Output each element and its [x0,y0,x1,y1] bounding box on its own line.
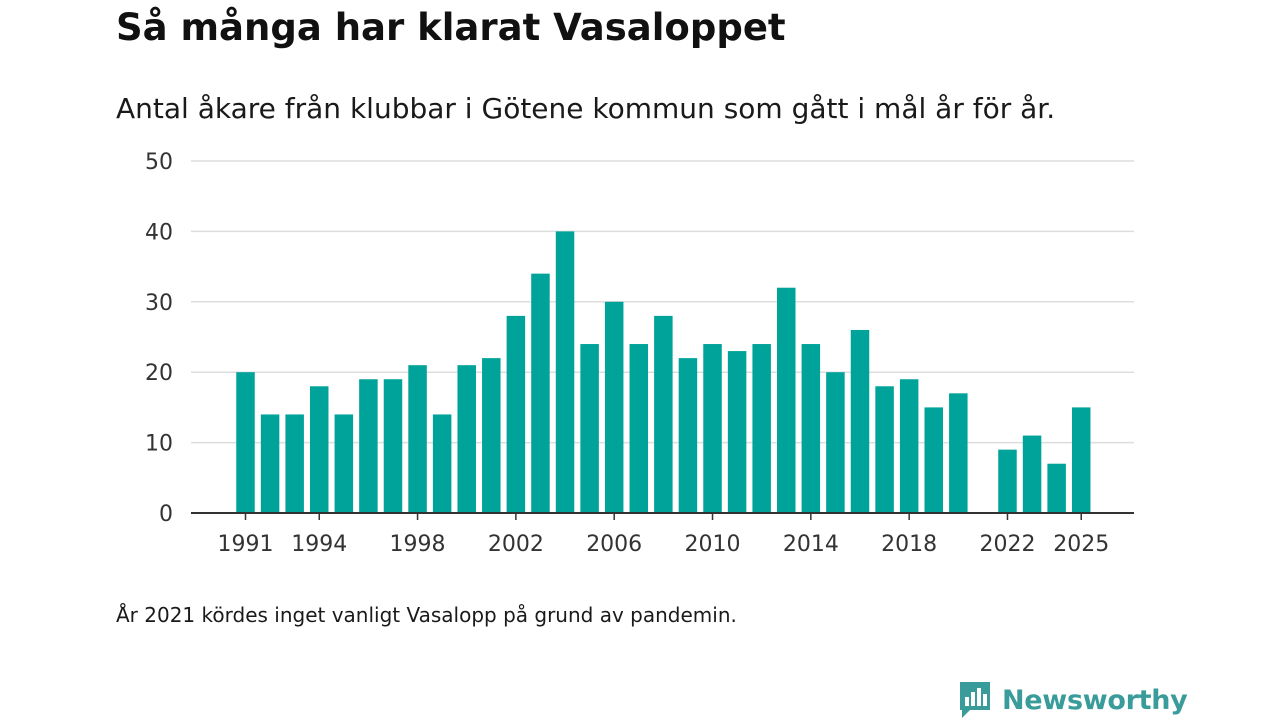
bar-1993 [285,414,304,513]
bar-1991 [236,372,255,513]
x-tick-label-1998: 1998 [390,532,446,557]
bar-1992 [260,414,280,513]
bar-chart: 0 10 20 30 40 50 1991 1994 1998 2002 2006 2010 2014 2… [145,150,1134,557]
bar-2023 [1022,435,1042,513]
bar-1994 [309,386,329,513]
x-tick-label-2025: 2025 [1053,532,1109,557]
bar-1995 [334,414,354,513]
bar-2022 [998,449,1017,513]
chart-footnote: År 2021 kördes inget vanligt Vasalopp på… [116,603,737,627]
bar-2015 [826,372,845,513]
bar-2007 [629,344,649,513]
x-tick-label-2006: 2006 [586,532,642,557]
bar-2004 [555,231,575,513]
x-tick-label-1991: 1991 [218,532,274,557]
bar-2006 [604,301,624,513]
bar-1997 [383,379,403,513]
bar-2017 [875,386,894,513]
chart-title: Så många har klarat Vasaloppet [116,6,786,49]
bar-2011 [727,351,747,513]
bar-2025 [1071,407,1091,513]
bar-1999 [432,414,452,513]
y-tick-label-10: 10 [145,432,173,457]
bar-2012 [752,344,771,513]
bar-2014 [801,344,821,513]
bar-2001 [482,358,501,513]
x-tick-label-2018: 2018 [881,532,937,557]
chart-subtitle: Antal åkare från klubbar i Götene kommun… [116,92,1056,125]
x-tick-label-2022: 2022 [979,532,1035,557]
bar-2013 [777,287,796,513]
bar-2024 [1047,463,1066,513]
bar-2008 [654,315,673,513]
bar-2020 [949,393,968,513]
bar-2010 [703,344,722,513]
x-tick-label-1994: 1994 [291,532,347,557]
y-tick-label-50: 50 [145,150,173,175]
bar-2005 [580,344,599,513]
bar-2000 [457,365,476,513]
x-tick-label-2010: 2010 [685,532,741,557]
y-tick-label-40: 40 [145,220,173,245]
brand-logo: Newsworthy [958,680,1188,720]
brand-name: Newsworthy [1002,684,1188,716]
bar-2019 [924,407,943,513]
bar-2009 [678,358,698,513]
bar-chart-speech-bubble-icon [960,682,990,718]
bar-2018 [899,379,919,513]
x-tick-label-2014: 2014 [783,532,839,557]
bar-1996 [359,379,378,513]
y-tick-label-0: 0 [159,502,173,527]
y-tick-label-30: 30 [145,291,173,316]
bar-2002 [506,315,526,513]
y-tick-label-20: 20 [145,361,173,386]
bar-1998 [408,365,427,513]
bar-2016 [850,329,870,513]
x-tick-label-2002: 2002 [488,532,544,557]
bar-2003 [531,273,550,513]
